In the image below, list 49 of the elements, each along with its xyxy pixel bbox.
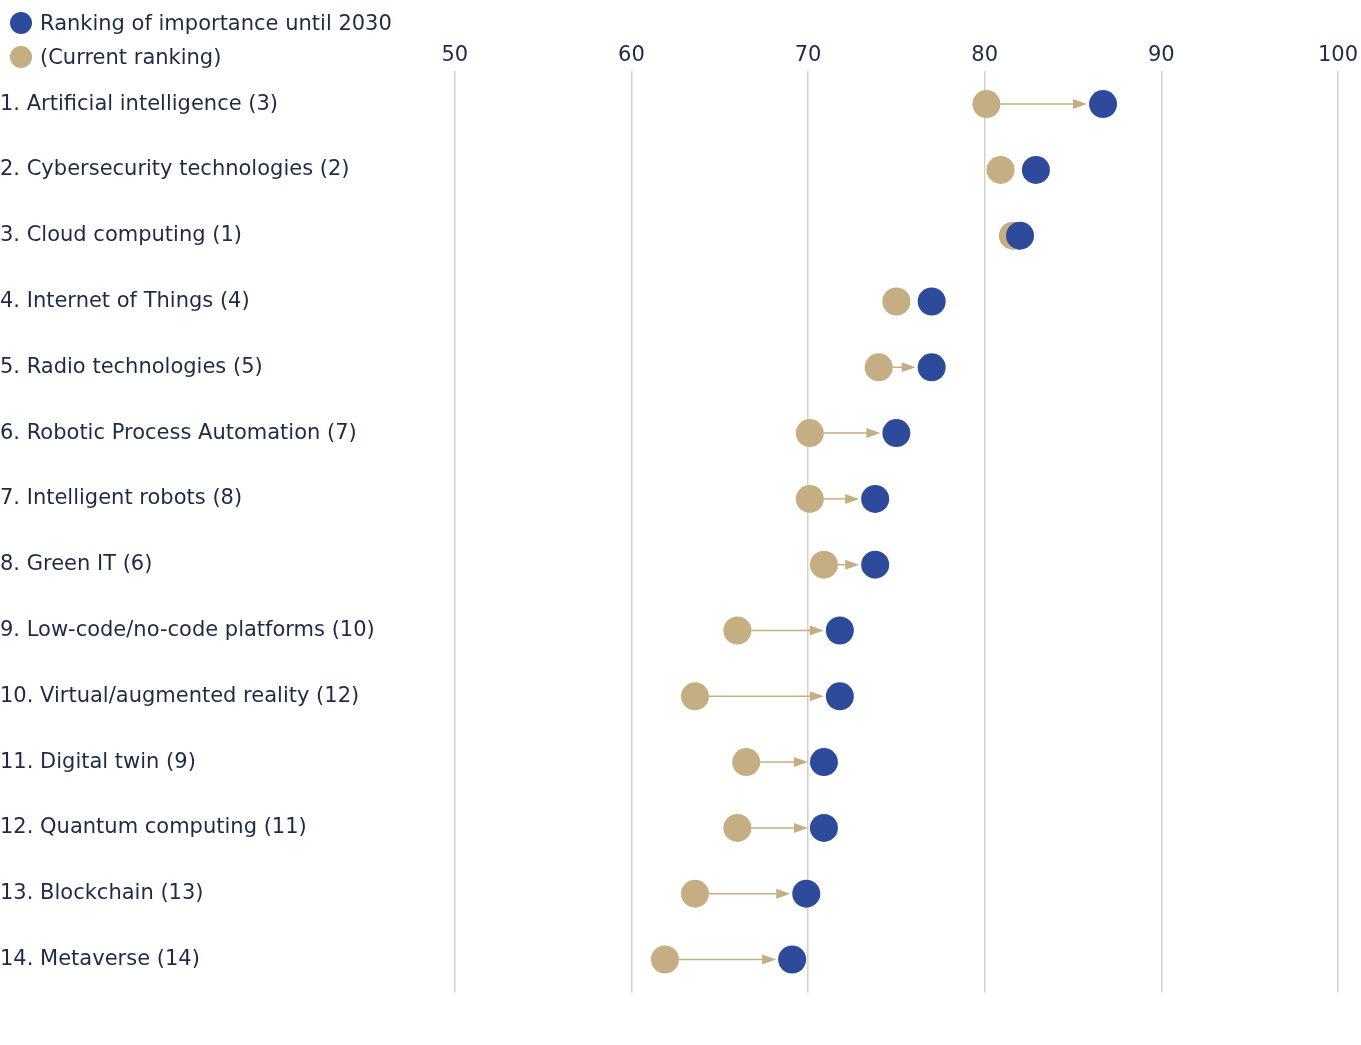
y-tick-label: 6. Robotic Process Automation (7) — [0, 419, 357, 444]
x-tick-label: 80 — [971, 42, 999, 67]
point — [809, 813, 838, 842]
point — [680, 879, 709, 908]
point — [792, 879, 821, 908]
point — [882, 419, 911, 448]
y-tick-label: 8. Green IT (6) — [0, 551, 153, 576]
point — [809, 550, 838, 579]
point — [882, 287, 911, 316]
legend-label: (Current ranking) — [40, 45, 222, 69]
point — [723, 813, 752, 842]
x-tick-label: 60 — [618, 42, 645, 67]
y-tick-label: 4. Internet of Things (4) — [0, 287, 250, 312]
point — [680, 682, 709, 711]
y-tick-label: 1. Artificial intelligence (3) — [0, 90, 279, 115]
x-tick-label: 70 — [794, 42, 822, 67]
x-tick-label: 100 — [1317, 42, 1359, 67]
point — [1021, 155, 1050, 184]
point — [864, 353, 893, 382]
legend-label: Ranking of importance until 2030 — [40, 11, 392, 35]
y-tick-label: 9. Low-code/no-code platforms (10) — [0, 616, 375, 641]
point — [825, 616, 854, 645]
y-tick-label: 14. Metaverse (14) — [0, 945, 200, 970]
y-tick-label: 11. Digital twin (9) — [0, 748, 196, 773]
point — [1089, 90, 1118, 119]
point — [917, 353, 946, 382]
point — [795, 419, 824, 448]
point — [972, 90, 1001, 119]
point — [917, 287, 946, 316]
point — [650, 945, 679, 974]
y-tick-label: 12. Quantum computing (11) — [0, 814, 307, 839]
point — [986, 155, 1015, 184]
point — [825, 682, 854, 711]
point — [723, 616, 752, 645]
y-tick-label: 2. Cybersecurity technologies (2) — [0, 156, 350, 181]
y-tick-label: 10. Virtual/augmented reality (12) — [0, 682, 360, 707]
point — [1006, 221, 1035, 250]
point — [809, 748, 838, 777]
x-tick-label: 90 — [1147, 42, 1175, 67]
point — [795, 484, 824, 513]
y-tick-label: 5. Radio technologies (5) — [0, 353, 263, 378]
y-tick-label: 13. Blockchain (13) — [0, 880, 204, 905]
point — [778, 945, 807, 974]
y-tick-label: 3. Cloud computing (1) — [0, 222, 242, 247]
point — [861, 550, 890, 579]
point — [732, 748, 761, 777]
point — [861, 484, 890, 513]
y-tick-label: 7. Intelligent robots (8) — [0, 485, 243, 510]
x-tick-label: 50 — [441, 42, 469, 67]
